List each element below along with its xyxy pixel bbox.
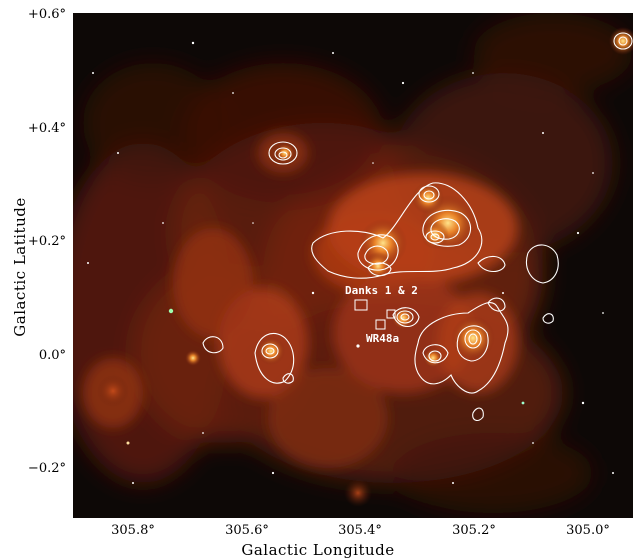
wr48a-box-marker [375,319,386,330]
image-panel: Danks 1 & 2 WR48a [73,13,633,518]
x-tick-label: 305.4° [338,523,382,538]
y-tick-label: −0.2° [27,461,66,476]
x-tick-label: 305.8° [111,523,155,538]
danks-cluster-label: Danks 1 & 2 [345,284,418,297]
x-axis-title: Galactic Longitude [241,541,395,559]
region-markers [354,299,396,330]
danks-box-marker [354,299,368,311]
nebula-image [73,13,633,518]
y-axis-title: Galactic Latitude [11,197,29,337]
wr48a-label: WR48a [366,332,400,345]
y-tick-label: +0.2° [27,234,66,249]
x-tick-label: 305.6° [225,523,269,538]
x-tick-label: 305.0° [566,523,610,538]
radio-contours [202,32,633,422]
y-tick-label: +0.6° [27,7,66,22]
y-tick-label: 0.0° [38,348,66,363]
field-stars [87,41,614,484]
x-tick-label: 305.2° [452,523,496,538]
y-tick-label: +0.4° [27,121,66,136]
secondary-box-marker [386,309,396,319]
